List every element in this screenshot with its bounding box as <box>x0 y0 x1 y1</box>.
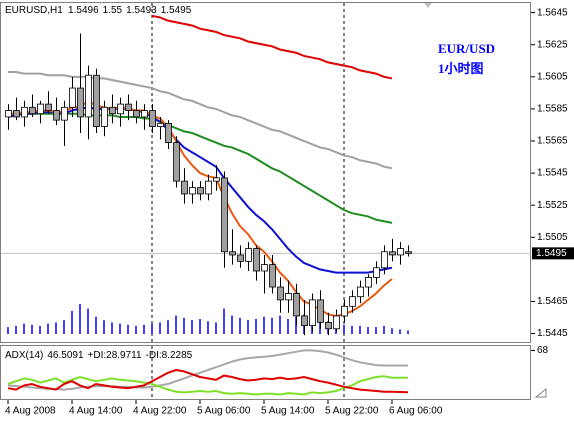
ma-group <box>151 14 393 80</box>
candle-body <box>133 110 140 118</box>
candle-body <box>69 87 76 108</box>
adx-label: ADX(14) 46.5091 +DI:28.9711 -DI:8.2285 <box>5 350 193 361</box>
candle-body <box>109 106 116 115</box>
minus-di-value: 8.2285 <box>162 350 193 361</box>
price-label-box <box>532 247 574 260</box>
candles <box>1 14 531 336</box>
adx-name: ADX(14) <box>5 350 43 361</box>
candle-body <box>261 264 268 272</box>
y-tick-label: 1.5525 <box>537 200 568 211</box>
candle-body <box>125 103 132 111</box>
candle-body <box>365 277 372 288</box>
candle-body <box>381 251 388 269</box>
candle-body <box>21 106 28 118</box>
x-tick-label: 5 Aug 06:00 <box>197 406 251 417</box>
adx-panel-frame <box>0 345 531 400</box>
candle-body <box>13 110 20 118</box>
x-tick-label: 4 Aug 14:00 <box>69 406 123 417</box>
candle-body <box>333 315 340 330</box>
candle-body <box>189 187 196 195</box>
candle-body <box>285 293 292 301</box>
candle-body <box>85 74 92 118</box>
last-open: 1.5496 <box>68 5 99 16</box>
adx-line <box>7 349 409 391</box>
adx-y-tick-label: 68 <box>537 345 549 356</box>
candle-body <box>325 321 332 330</box>
moving-average <box>151 14 393 80</box>
candle-body <box>205 180 212 195</box>
y-tick-label: 1.5625 <box>537 39 568 50</box>
candle-body <box>141 110 148 118</box>
candle-body <box>101 106 108 127</box>
candle-body <box>309 299 316 326</box>
adx-line <box>7 375 409 396</box>
candle-body <box>373 267 380 278</box>
panel-icon <box>534 387 547 398</box>
candle-body <box>149 110 156 127</box>
chart-title: EURUSD,H1 1.5496 1.55 1.5493 1.5495 <box>5 5 192 16</box>
plus-di-name: +DI: <box>88 350 107 361</box>
adx-value: 46.5091 <box>47 350 84 361</box>
annotation: 1小时图 <box>438 61 484 76</box>
price-label: 1.5495 <box>536 248 567 259</box>
y-tick-label: 1.5645 <box>537 7 568 18</box>
shift-marker <box>424 3 432 8</box>
y-tick-label: 1.5505 <box>537 232 568 243</box>
plus-di-value: 28.9711 <box>106 350 142 361</box>
candle-body <box>181 180 188 195</box>
y-tick-label: 1.5565 <box>537 136 568 147</box>
candle-body <box>5 110 12 118</box>
candle-body <box>277 286 284 301</box>
candle-body <box>197 187 204 195</box>
candle-body <box>53 110 60 121</box>
candle-body <box>245 248 252 262</box>
candle-body <box>253 248 260 272</box>
candle-body <box>389 251 396 256</box>
candle-body <box>173 142 180 182</box>
candle-body <box>45 103 52 111</box>
candle-body <box>301 315 308 326</box>
x-tick-label: 5 Aug 22:00 <box>325 406 379 417</box>
candle-body <box>61 106 68 121</box>
x-tick-label: 6 Aug 06:00 <box>389 406 443 417</box>
candle-body <box>293 293 300 317</box>
candle-body <box>349 296 356 307</box>
adx-line <box>7 368 409 394</box>
x-tick-label: 5 Aug 14:00 <box>261 406 315 417</box>
y-tick-label: 1.5585 <box>537 104 568 115</box>
candle-body <box>237 254 244 262</box>
y-tick-label: 1.5465 <box>537 296 568 307</box>
candle-body <box>221 177 228 253</box>
x-tick-label: 4 Aug 2008 <box>5 406 56 417</box>
candle-body <box>317 299 324 323</box>
plot-layer: 1.5445 1.5465 1.5505 1.5525 1.5545 1.5565 1.55… <box>1 7 574 417</box>
candle-body <box>341 305 348 317</box>
y-tick-label: 1.5545 <box>537 168 568 179</box>
candle-body <box>269 264 276 288</box>
candle-body <box>229 251 236 256</box>
candle-body <box>77 87 84 118</box>
y-tick-label: 1.5605 <box>537 71 568 82</box>
y-tick-label: 1.5445 <box>537 328 568 339</box>
candle-body <box>213 177 220 182</box>
last-close: 1.5495 <box>161 5 192 16</box>
candle-body <box>397 248 404 256</box>
candle-body <box>405 251 412 254</box>
candle-body <box>357 286 364 298</box>
candle-body <box>157 122 164 127</box>
candle-body <box>37 103 44 115</box>
x-tick-label: 4 Aug 22:00 <box>133 406 187 417</box>
minus-di-name: -DI: <box>146 350 162 361</box>
candle-body <box>165 122 172 144</box>
candle-body <box>29 106 36 115</box>
main-panel-frame <box>0 2 531 343</box>
candle-body <box>117 103 124 115</box>
annotation: EUR/USD <box>438 41 495 56</box>
last-low: 1.5493 <box>126 5 157 16</box>
last-high: 1.55 <box>103 5 123 16</box>
symbol: EURUSD,H1 <box>5 5 63 16</box>
candle-body <box>93 74 100 127</box>
